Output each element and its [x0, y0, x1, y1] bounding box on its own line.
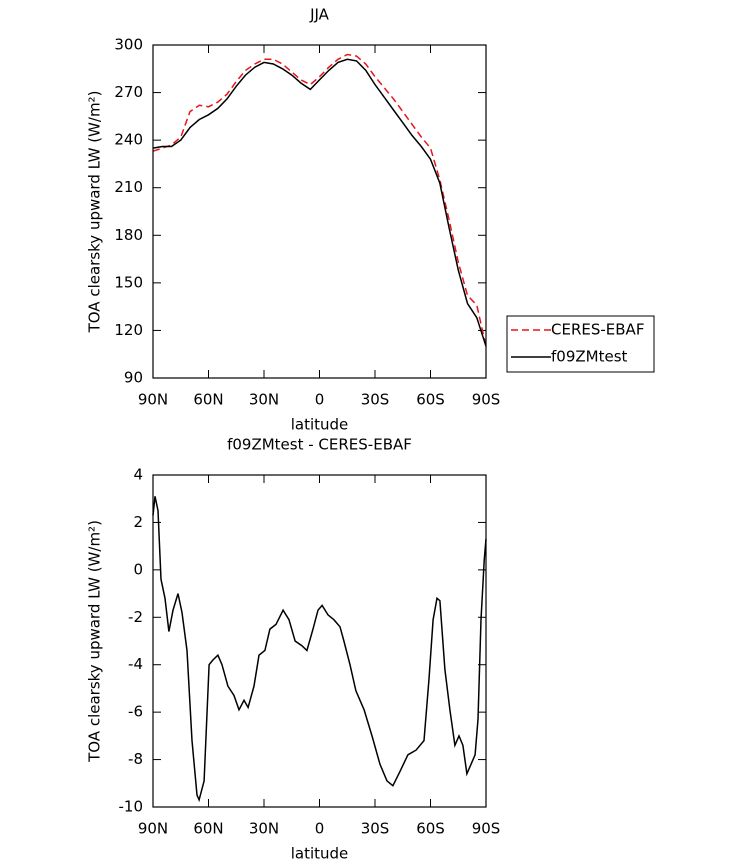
plot-frame	[152, 44, 487, 379]
x-tick-label: 60N	[193, 391, 223, 409]
plot-frame	[152, 474, 487, 808]
x-tick-label: 90N	[138, 391, 168, 409]
x-tick-label: 90S	[472, 820, 501, 838]
y-tick-label: 180	[114, 226, 143, 244]
y-tick-label: 270	[114, 83, 143, 101]
y-tick-label: 210	[114, 178, 143, 196]
legend-label: f09ZMtest	[551, 348, 628, 366]
x-tick-label: 60S	[416, 391, 445, 409]
y-tick-label: 90	[124, 369, 143, 387]
x-tick-label: 30S	[361, 820, 390, 838]
y-tick-label: 240	[114, 131, 143, 149]
data-line	[152, 53, 487, 347]
legend-box	[506, 315, 655, 373]
x-tick-label: 30S	[361, 391, 390, 409]
x-tick-label: 60N	[193, 820, 223, 838]
y-tick-label: 300	[114, 36, 143, 54]
x-tick-label: 0	[315, 391, 325, 409]
y-tick-label: 150	[114, 273, 143, 291]
chart-title: JJA	[309, 6, 330, 24]
y-tick-label: -4	[128, 655, 143, 673]
y-tick-label: -8	[128, 750, 143, 768]
x-tick-label: 30N	[249, 820, 279, 838]
x-tick-label: 90S	[472, 391, 501, 409]
x-axis-label: latitude	[291, 416, 349, 434]
chart-title: f09ZMtest - CERES-EBAF	[227, 436, 412, 454]
x-tick-label: 60S	[416, 820, 445, 838]
x-tick-label: 0	[315, 820, 325, 838]
y-axis-label: TOA clearsky upward LW (W/m²)	[86, 91, 104, 334]
y-tick-label: 0	[133, 560, 143, 578]
x-axis-label: latitude	[291, 845, 349, 863]
y-tick-label: 2	[133, 513, 143, 531]
x-tick-label: 30N	[249, 391, 279, 409]
plot: JJA latitude TOA clearsky upward LW (W/m²)…	[86, 6, 501, 434]
y-tick-label: 120	[114, 321, 143, 339]
y-tick-label: -6	[128, 703, 143, 721]
legend: CERES-EBAF f09ZMtest	[506, 315, 655, 373]
y-tick-label: 4	[133, 466, 143, 484]
data-line	[152, 496, 487, 803]
legend-label: CERES-EBAF	[551, 321, 644, 339]
plot: f09ZMtest - CERES-EBAF latitude TOA clears…	[86, 436, 501, 863]
y-axis-label: TOA clearsky upward LW (W/m²)	[86, 520, 104, 763]
y-tick-label: -2	[128, 608, 143, 626]
x-tick-label: 90N	[138, 820, 168, 838]
data-line	[152, 58, 487, 347]
y-tick-label: -10	[119, 798, 144, 816]
